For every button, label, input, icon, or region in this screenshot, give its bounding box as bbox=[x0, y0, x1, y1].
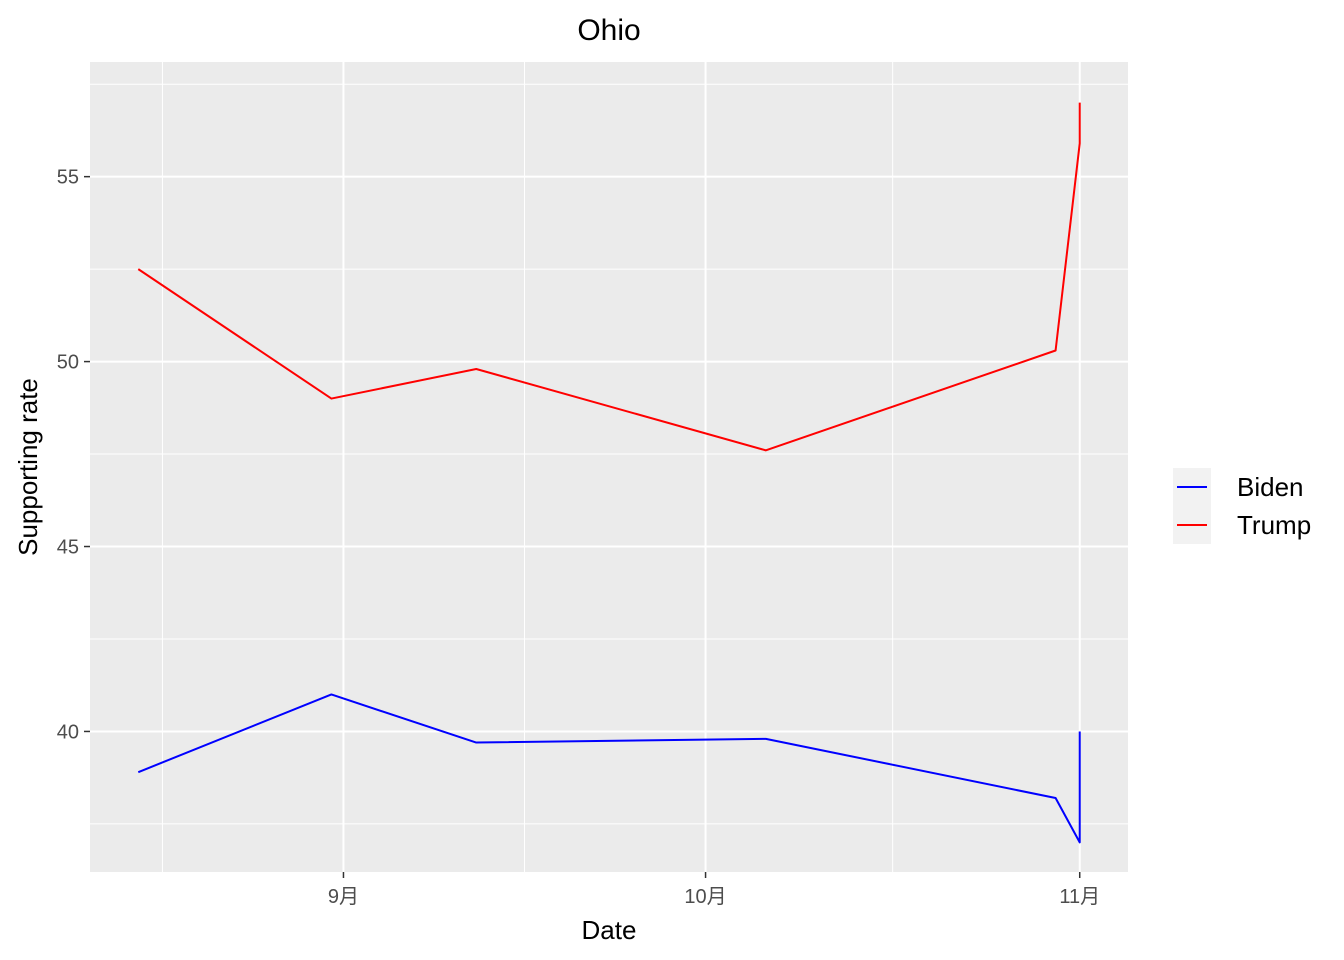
y-tick-label: 40 bbox=[57, 721, 79, 743]
chart-title: Ohio bbox=[577, 14, 640, 47]
y-axis: 40 45 50 55 bbox=[57, 167, 90, 743]
plot-panel bbox=[90, 62, 1128, 872]
x-tick-label: 10月 bbox=[684, 886, 726, 908]
x-axis: 9月 10月 11月 bbox=[328, 872, 1100, 908]
x-axis-title: Date bbox=[582, 915, 637, 945]
y-tick-label: 55 bbox=[57, 167, 79, 189]
y-tick-label: 50 bbox=[57, 352, 79, 374]
legend: Biden Trump bbox=[1173, 468, 1311, 544]
legend-label: Trump bbox=[1237, 510, 1311, 540]
major-gridlines bbox=[90, 62, 1128, 872]
legend-label: Biden bbox=[1237, 472, 1304, 502]
minor-gridlines bbox=[90, 62, 1128, 872]
series-line-trump bbox=[137, 102, 1081, 452]
x-tick-label: 9月 bbox=[328, 886, 359, 908]
y-axis-title: Supporting rate bbox=[13, 378, 43, 556]
y-tick-label: 45 bbox=[57, 537, 79, 559]
series-line-biden bbox=[137, 693, 1081, 844]
series-lines bbox=[137, 102, 1081, 844]
x-tick-label: 11月 bbox=[1059, 886, 1100, 908]
legend-key-background bbox=[1173, 468, 1211, 544]
